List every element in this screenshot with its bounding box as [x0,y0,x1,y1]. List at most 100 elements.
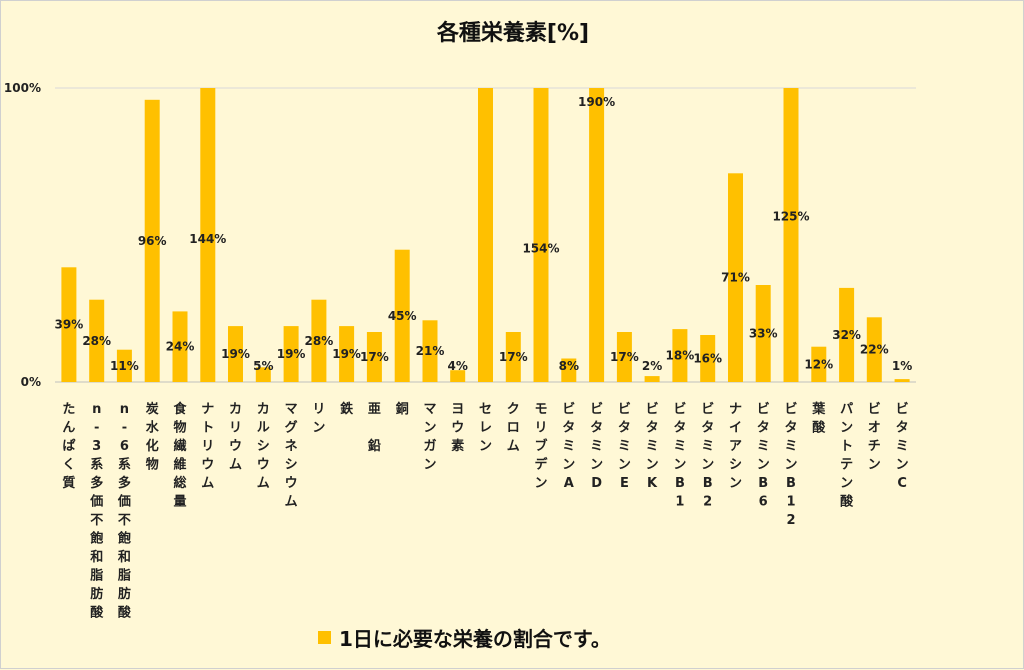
data-label: 33% [749,327,778,341]
data-label: 144% [189,232,226,246]
data-label: 21% [416,344,445,358]
data-label: 12% [804,357,833,371]
data-label: 125% [772,210,809,224]
x-tick-label: ナイアシン [729,402,742,491]
bar [116,349,132,382]
bar [533,88,549,382]
bar [561,358,577,382]
x-tick-label: セレン [479,402,492,454]
bar [589,88,605,382]
data-label: 16% [693,352,722,366]
x-tick-label: 食物繊維総量 [173,401,187,510]
x-tick-label: 炭水化物 [146,401,160,473]
legend-label: 1日に必要な栄養の割合です。 [339,627,611,651]
x-tick-label: ビタミン C [896,401,909,491]
data-label: 22% [860,343,889,357]
x-tick-label: 葉酸 [811,401,826,436]
data-label: 19% [332,347,361,361]
x-tick-label: ビタミン B 1 2 [784,401,797,528]
x-tick-label: クロム [507,402,520,454]
data-label: 154% [522,242,559,256]
x-tick-label: モリブデン [534,402,548,491]
bar [422,320,438,382]
x-tick-label: ビタミン A [562,401,575,491]
x-tick-label: マンガン [423,402,436,473]
bar [255,367,271,382]
data-label: 17% [610,350,639,364]
x-tick-label: ヨウ素 [451,402,464,454]
chart-title: 各種栄養素[%] [436,21,590,46]
data-label: 18% [666,349,695,363]
bar [728,173,743,382]
data-label: 28% [82,334,111,348]
data-label: 8% [559,359,579,373]
x-tick-label: カリウム [229,402,242,473]
x-tick-label: マグネシウム [285,402,298,510]
data-label: 190% [578,95,615,109]
bar [394,249,410,382]
bar [616,332,632,382]
x-tick-label: ビタミン E [618,401,631,491]
legend: 1日に必要な栄養の割合です。 [318,623,611,652]
legend-swatch [318,631,331,644]
x-tick-label: ビタミン B 1 [673,401,686,510]
data-label: 17% [499,350,528,364]
data-label: 45% [388,309,417,323]
bar [644,376,660,382]
x-tick-label: ビオチン [868,401,881,473]
x-tick-label: 亜 鉛 [368,402,381,454]
bar [894,379,910,382]
bar [783,88,799,382]
bar [339,326,355,382]
y-tick-label: 0% [21,375,41,389]
x-tick-label: 銅 [396,401,409,417]
bar [478,88,493,382]
x-tick-label: たんぱく質 [62,402,75,491]
bar [700,335,716,382]
bar [144,99,160,383]
bar [755,285,771,382]
data-label: 4% [448,359,468,373]
bar [61,267,77,382]
bar [450,370,466,382]
x-tick-label: カルシウム [257,402,270,491]
bar [866,317,882,382]
data-label: 2% [642,359,662,373]
x-tick-label: ビタミン B 2 [701,401,714,510]
bar [200,88,216,382]
x-tick-label: ビタミン B 6 [757,401,770,510]
data-label: 71% [721,271,750,285]
data-label: 5% [253,359,273,373]
data-label: 19% [277,347,306,361]
data-label: 11% [110,359,139,373]
data-label: 32% [832,328,861,342]
x-tick-label: ビタミン D [590,401,603,491]
x-tick-label: パントテン酸 [840,402,854,510]
data-label: 17% [360,350,389,364]
bar [839,287,855,382]
bar [283,326,299,382]
x-tick-label: 鉄 [340,401,353,417]
bar [672,329,688,382]
x-tick-label: ナトリウム [201,402,214,491]
data-label: 19% [221,347,250,361]
x-tick-label: リン [312,402,325,436]
bar [89,299,105,382]
data-label: 1% [892,359,912,373]
bar [311,299,327,382]
data-label: 28% [305,334,334,348]
bar [228,326,243,382]
bar [811,346,827,382]
bar [172,311,188,382]
x-tick-label: n -6 系多価不飽和脂肪酸 [117,402,132,621]
x-tick-label: ビタミン K [646,401,659,491]
x-tick-label: n -3 系多価不飽和脂肪酸 [89,402,104,621]
bar [366,332,382,382]
data-label: 24% [166,340,195,354]
data-label: 39% [55,318,84,332]
bar [505,332,521,382]
data-label: 96% [138,234,167,248]
y-tick-label: 100% [4,81,41,95]
